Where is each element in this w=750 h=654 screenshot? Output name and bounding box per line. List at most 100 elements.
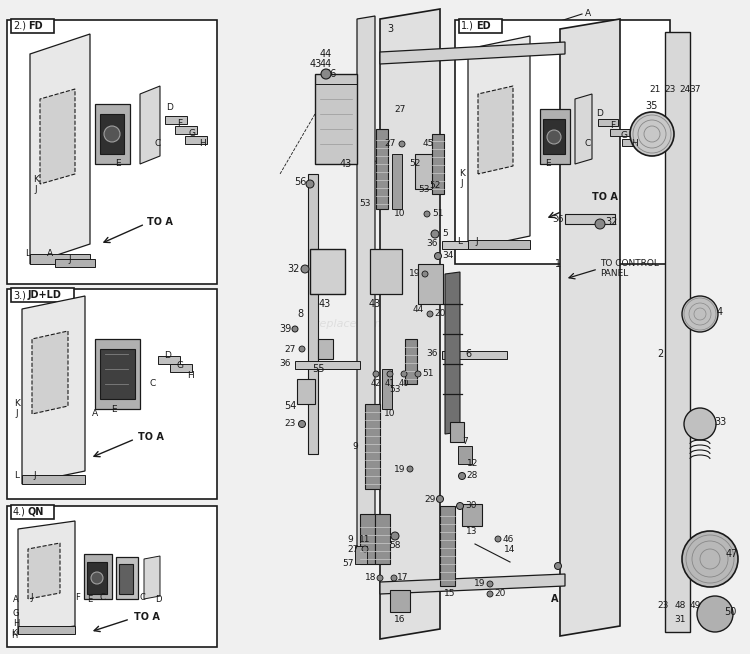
Text: 13: 13 <box>466 528 478 536</box>
Text: 52: 52 <box>410 160 421 169</box>
Bar <box>185 136 207 144</box>
Text: 36: 36 <box>552 215 564 224</box>
Bar <box>543 119 565 154</box>
Circle shape <box>377 575 383 581</box>
Text: A: A <box>585 9 591 18</box>
Text: TO A: TO A <box>134 612 160 622</box>
Text: 39: 39 <box>279 324 291 334</box>
Text: 11: 11 <box>359 534 370 543</box>
Circle shape <box>301 265 309 273</box>
Text: 1.): 1.) <box>461 21 474 31</box>
Bar <box>318 339 333 359</box>
Circle shape <box>387 371 393 377</box>
Text: 10: 10 <box>394 209 406 218</box>
Text: K: K <box>14 400 20 409</box>
Text: E: E <box>87 596 93 604</box>
Bar <box>459 19 502 33</box>
Text: ED: ED <box>476 21 490 31</box>
Text: 32: 32 <box>288 264 300 274</box>
Text: 9: 9 <box>347 534 352 543</box>
Bar <box>382 369 392 409</box>
Bar <box>622 139 642 146</box>
Text: 56: 56 <box>294 177 306 187</box>
Bar <box>455 20 670 264</box>
Text: J: J <box>460 179 464 188</box>
Circle shape <box>422 271 428 277</box>
Bar <box>440 506 455 586</box>
Text: F: F <box>610 122 616 131</box>
Circle shape <box>427 311 433 317</box>
Bar <box>30 254 90 264</box>
Text: PANEL: PANEL <box>600 269 628 279</box>
Text: 9: 9 <box>352 442 358 451</box>
Bar <box>360 514 375 564</box>
Bar <box>375 514 390 564</box>
Bar <box>315 74 357 164</box>
Text: C: C <box>99 593 105 602</box>
Circle shape <box>595 219 605 229</box>
Bar <box>308 174 318 454</box>
Text: C: C <box>585 139 591 148</box>
Text: 41: 41 <box>385 379 395 388</box>
Polygon shape <box>22 296 85 484</box>
Text: L: L <box>458 237 463 245</box>
Bar <box>100 114 124 154</box>
Text: TO A: TO A <box>138 432 164 442</box>
Circle shape <box>697 596 733 632</box>
Bar <box>370 249 402 294</box>
Text: G: G <box>176 362 184 371</box>
Text: TO A: TO A <box>147 217 173 227</box>
Circle shape <box>399 141 405 147</box>
Text: K: K <box>459 169 465 179</box>
Text: 42: 42 <box>370 379 381 388</box>
Text: ereplacementparts.com: ereplacementparts.com <box>308 319 442 329</box>
Text: E: E <box>116 160 121 169</box>
Text: 12: 12 <box>467 460 478 468</box>
Text: C: C <box>139 593 145 602</box>
Text: 15: 15 <box>444 589 456 598</box>
Bar <box>376 129 388 209</box>
Text: 23: 23 <box>284 419 296 428</box>
Text: 36: 36 <box>426 349 438 358</box>
Bar <box>7 506 217 647</box>
Text: L: L <box>26 249 31 258</box>
Bar <box>158 356 180 364</box>
Text: D: D <box>164 351 172 360</box>
Circle shape <box>547 130 561 144</box>
Bar <box>468 240 530 249</box>
Polygon shape <box>32 331 68 414</box>
Circle shape <box>401 371 407 377</box>
Polygon shape <box>380 9 440 639</box>
Text: 51: 51 <box>422 370 433 379</box>
Text: D: D <box>166 103 173 111</box>
Text: 52: 52 <box>429 182 441 190</box>
Text: 27: 27 <box>394 105 406 114</box>
Text: 45: 45 <box>422 139 433 148</box>
Circle shape <box>306 180 314 188</box>
Circle shape <box>415 371 421 377</box>
Polygon shape <box>478 86 513 174</box>
Bar <box>610 129 630 136</box>
Bar <box>55 259 95 267</box>
Text: 44: 44 <box>413 305 424 313</box>
Polygon shape <box>445 272 460 434</box>
Text: 36: 36 <box>426 239 438 249</box>
Polygon shape <box>380 42 565 64</box>
Text: 2: 2 <box>657 349 663 359</box>
Bar <box>7 289 217 499</box>
Bar <box>165 116 187 124</box>
Text: 8: 8 <box>297 309 303 319</box>
Bar <box>565 214 615 224</box>
Text: JD+LD: JD+LD <box>28 290 62 300</box>
Polygon shape <box>575 94 592 164</box>
Polygon shape <box>140 86 160 164</box>
Bar <box>11 19 54 33</box>
Text: 31: 31 <box>674 615 686 623</box>
Bar <box>7 20 217 284</box>
Bar <box>87 562 107 594</box>
Bar <box>392 154 402 209</box>
Text: QN: QN <box>28 507 44 517</box>
Circle shape <box>424 211 430 217</box>
Bar <box>432 134 444 194</box>
Bar <box>390 590 410 612</box>
